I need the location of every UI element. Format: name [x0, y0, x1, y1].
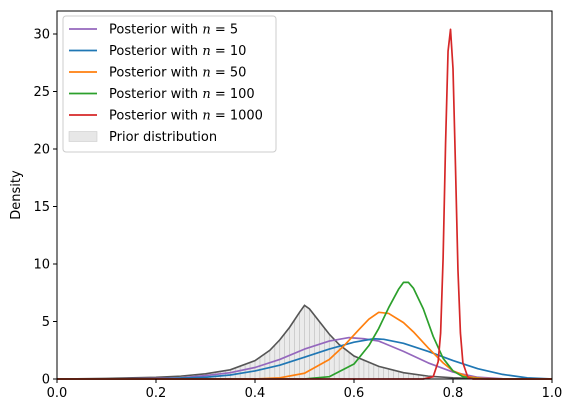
y-tick-label: 0 — [42, 373, 50, 388]
legend-box — [62, 15, 277, 153]
x-axis: 0.0 0.2 0.4 0.6 0.8 1.0 — [47, 379, 563, 401]
legend: Posterior with n = 5 Posterior with n = 1… — [62, 15, 277, 153]
series-line-5 — [57, 28, 552, 380]
legend-label-3: Posterior with n = 50 — [109, 66, 246, 81]
y-tick-label: 15 — [33, 200, 50, 215]
y-axis: 0 5 10 15 20 25 30 — [33, 28, 57, 388]
legend-label-4: Posterior with n = 100 — [109, 87, 255, 102]
y-tick-label: 5 — [42, 315, 50, 330]
y-tick-label: 25 — [33, 85, 50, 100]
series-line-2 — [57, 337, 553, 380]
legend-swatch-prior — [68, 131, 98, 142]
legend-label-5: Posterior with n = 1000 — [109, 109, 263, 124]
x-tick-label: 0.6 — [344, 386, 365, 401]
y-tick-label: 30 — [33, 28, 50, 43]
series-layer — [57, 28, 553, 380]
legend-label-2: Posterior with n = 10 — [109, 44, 246, 59]
x-tick-label: 0.8 — [443, 386, 464, 401]
x-tick-label: 0.2 — [146, 386, 167, 401]
y-axis-label: Density — [9, 170, 24, 220]
plot-frame — [56, 10, 553, 380]
y-tick-label: 20 — [33, 143, 50, 158]
x-tick-label: 1.0 — [542, 386, 563, 401]
series-line-4 — [57, 281, 552, 380]
x-tick-label: 0.0 — [47, 386, 68, 401]
legend-label-1: Posterior with n = 5 — [109, 23, 238, 38]
legend-label-prior: Prior distribution — [109, 130, 217, 145]
x-tick-label: 0.4 — [245, 386, 266, 401]
y-tick-label: 10 — [33, 258, 50, 273]
